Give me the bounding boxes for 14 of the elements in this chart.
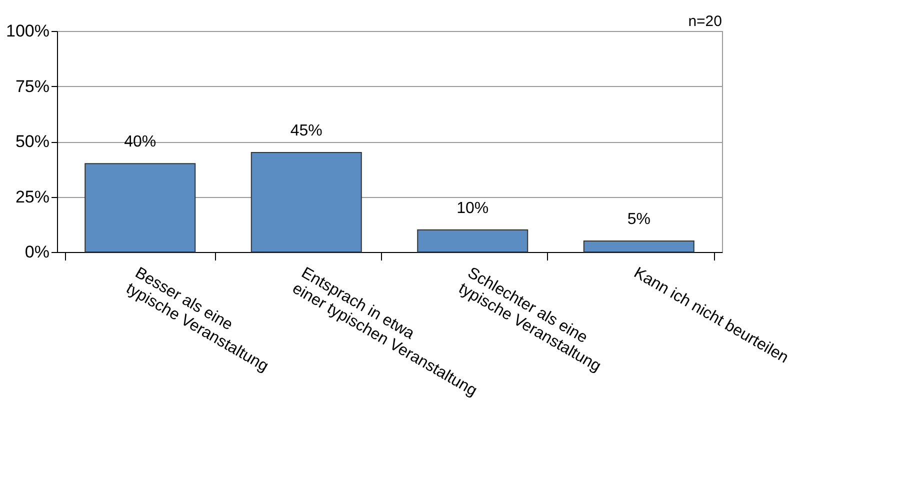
bar (583, 240, 694, 252)
bar (250, 152, 362, 252)
data-label: 5% (627, 210, 650, 228)
text: n=20 (688, 13, 722, 30)
bar (417, 229, 528, 252)
data-label: 45% (290, 122, 322, 140)
y-tick-label: 25% (15, 187, 50, 206)
y-tick-label: 50% (15, 132, 50, 151)
bar (84, 163, 196, 252)
y-tick-label: 75% (15, 76, 50, 96)
data-label: 40% (124, 134, 156, 151)
y-tick-label: 0% (24, 242, 50, 262)
data-label: 10% (456, 200, 489, 217)
y-tick-label: 100% (6, 22, 50, 40)
